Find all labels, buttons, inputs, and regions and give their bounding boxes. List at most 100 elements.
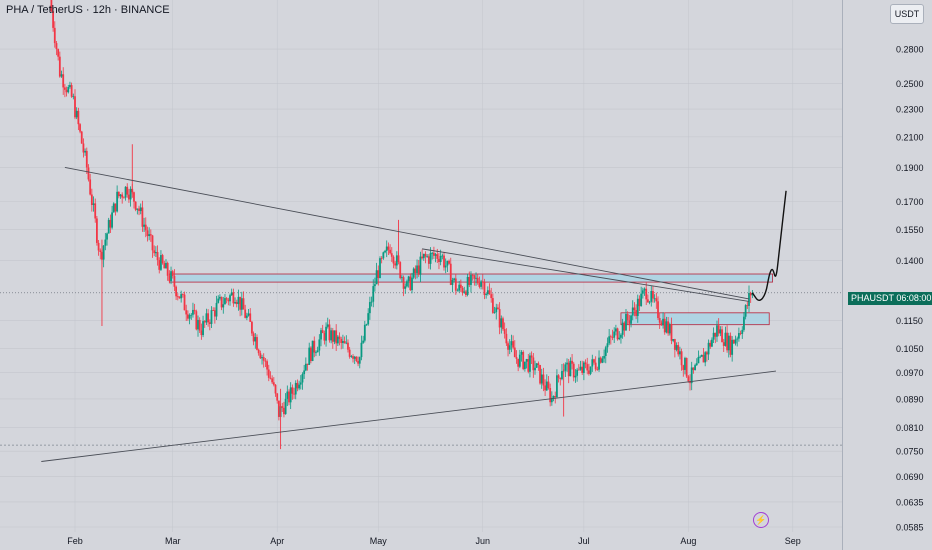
candle-body <box>665 321 668 333</box>
candle-body <box>197 319 199 330</box>
candle-body <box>377 270 380 278</box>
candle-body <box>566 362 568 365</box>
candle-body <box>208 322 211 324</box>
candle-body <box>483 281 486 296</box>
candle-body <box>124 186 127 198</box>
candle-body <box>579 366 582 370</box>
y-tick-label: 0.1050 <box>896 344 924 354</box>
candle-body <box>202 321 204 336</box>
candle-body <box>630 315 632 324</box>
candle-body <box>181 294 184 295</box>
candle-body <box>502 318 504 330</box>
candle-body <box>744 305 747 317</box>
candle-body <box>77 110 80 125</box>
candle-body <box>556 375 558 398</box>
candle-body <box>293 393 295 395</box>
candle-body <box>416 265 418 274</box>
candle-body <box>395 255 398 266</box>
candle-body <box>722 342 725 346</box>
candle-body <box>446 260 449 266</box>
candle-body <box>304 363 307 371</box>
candle-body <box>716 325 718 337</box>
candle-body <box>58 56 61 77</box>
candle-body <box>537 363 540 366</box>
candle-body <box>593 359 595 363</box>
candle-body <box>229 295 231 302</box>
candle-body <box>709 342 712 347</box>
candle-body <box>138 208 140 212</box>
candle-body <box>520 351 523 355</box>
candle-body <box>335 330 338 344</box>
candle-body <box>711 339 713 347</box>
candle-body <box>668 324 671 334</box>
candle-body <box>65 89 68 93</box>
candle-body <box>299 382 302 385</box>
candle-body <box>658 318 661 323</box>
candle-body <box>144 224 147 231</box>
candle-body <box>156 252 159 261</box>
candle-body <box>663 318 666 333</box>
candle-body <box>729 335 732 355</box>
candle-body <box>513 347 516 358</box>
candle-body <box>291 387 294 394</box>
currency-button[interactable]: USDT <box>890 4 924 24</box>
candle-body <box>195 311 198 330</box>
candle-body <box>614 328 617 332</box>
candle-body <box>289 387 292 403</box>
candle-body <box>254 337 257 342</box>
candle-body <box>453 278 456 281</box>
candle-body <box>448 260 450 264</box>
candle-body <box>438 258 440 263</box>
candle-body <box>69 85 71 88</box>
candle-body <box>251 321 253 334</box>
candle-body <box>296 382 299 389</box>
candle-body <box>510 341 513 346</box>
candle-body <box>117 191 120 197</box>
candle-body <box>207 313 210 323</box>
candle-body <box>633 307 636 311</box>
candle-body <box>424 253 427 257</box>
y-tick-label: 0.2100 <box>896 132 924 142</box>
y-tick-label: 0.0690 <box>896 472 924 482</box>
candle-body <box>503 329 506 334</box>
candle-body <box>205 313 208 323</box>
candle-body <box>616 328 619 340</box>
candle-body <box>133 192 135 202</box>
candle-body <box>731 339 734 355</box>
candle-body <box>522 351 525 370</box>
candle-body <box>284 398 287 415</box>
candle-body <box>212 310 215 311</box>
candle-body <box>407 276 410 282</box>
x-tick-label: Apr <box>270 536 284 546</box>
candle-body <box>409 276 412 291</box>
candle-body <box>545 381 548 391</box>
candle-body <box>84 150 87 153</box>
candle-body <box>129 188 132 200</box>
candle-body <box>183 294 186 311</box>
candle-body <box>682 365 685 370</box>
candle-body <box>281 406 284 408</box>
candle-body <box>561 371 563 380</box>
candle-body <box>67 87 70 93</box>
candle-body <box>606 343 609 348</box>
candle-body <box>112 203 115 213</box>
candle-body <box>134 201 137 210</box>
candle-body <box>146 230 149 237</box>
candle-body <box>193 309 196 312</box>
candle-body <box>249 313 252 322</box>
candle-body <box>357 360 359 364</box>
candle-body <box>684 357 686 370</box>
candle-body <box>240 298 243 310</box>
candle-body <box>515 357 518 359</box>
candle-body <box>333 330 336 342</box>
candle-body <box>670 324 673 341</box>
candle-body <box>272 382 275 385</box>
candle-body <box>368 302 371 314</box>
candle-body <box>136 208 139 210</box>
candle-body <box>387 246 390 250</box>
lightning-icon[interactable]: ⚡ <box>753 512 769 528</box>
candle-body <box>203 321 206 323</box>
candle-body <box>116 191 119 212</box>
candle-body <box>198 319 201 331</box>
